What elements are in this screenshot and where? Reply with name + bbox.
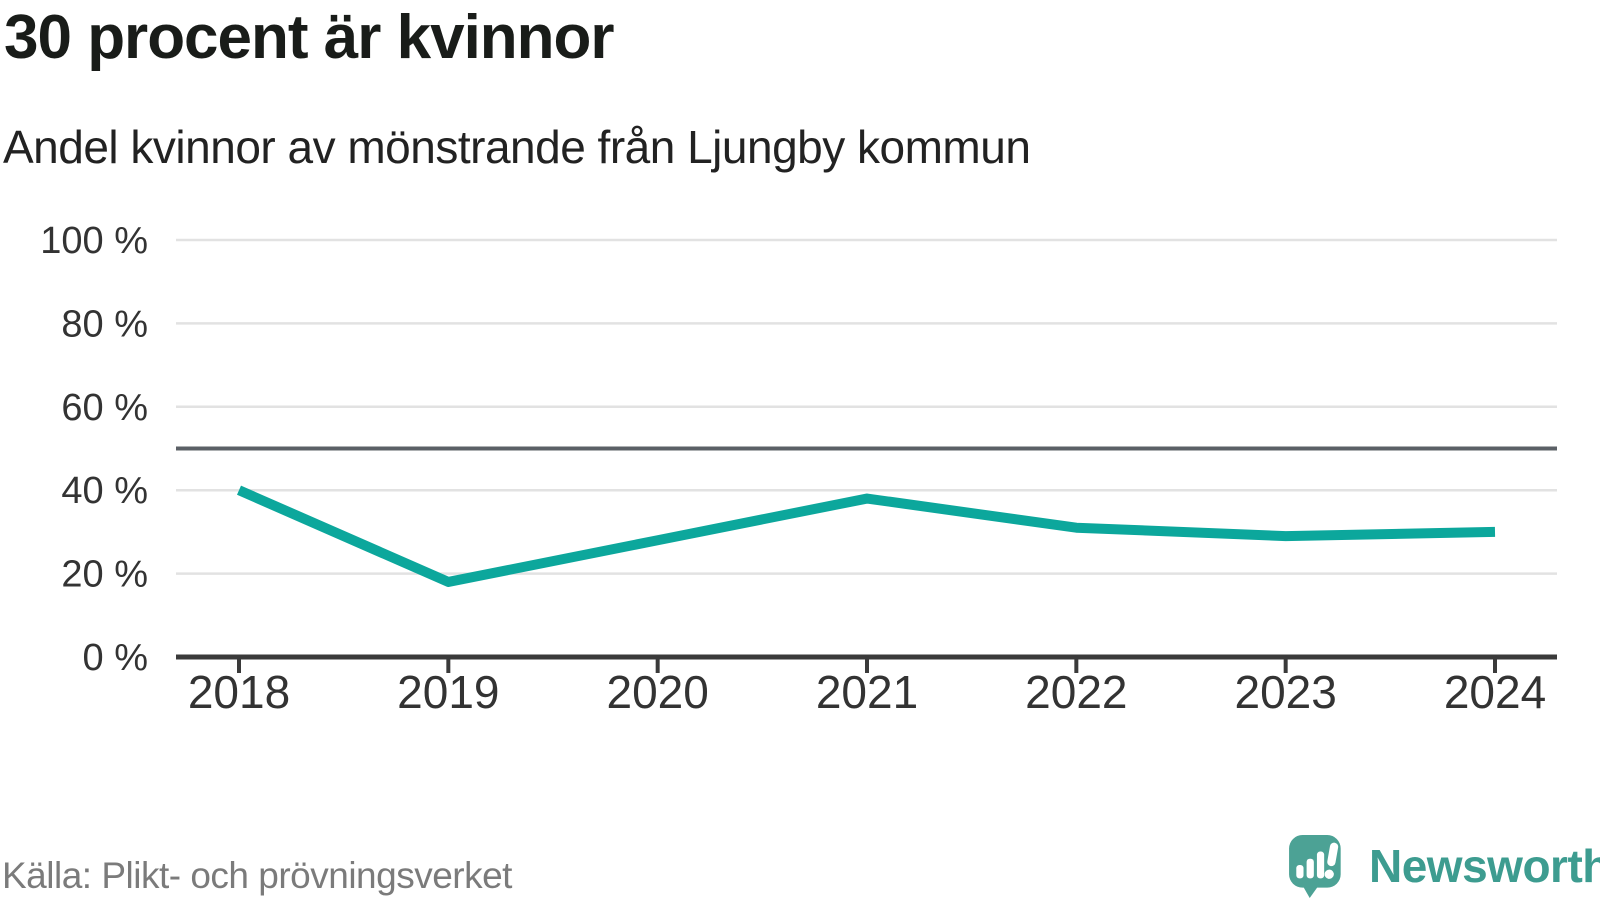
y-tick-label-100: 100 %: [40, 220, 148, 262]
data-line-Andel kvinnor av mönstrande: [236, 485, 1496, 587]
logo-exclamation: [1324, 842, 1339, 879]
logo-bars: [1296, 851, 1325, 879]
y-tick-label-60: 60 %: [61, 387, 148, 429]
y-tick-label-0: 0 %: [83, 637, 148, 679]
x-tick-label-2024: 2024: [1444, 666, 1546, 718]
x-tick-label-2020: 2020: [606, 666, 708, 718]
y-tick-label-40: 40 %: [61, 470, 148, 512]
x-tick-label-2018: 2018: [188, 666, 290, 718]
x-tick-label-2019: 2019: [397, 666, 499, 718]
y-tick-label-20: 20 %: [61, 554, 148, 596]
brand-logo: Newsworthy: [1288, 834, 1600, 898]
newsworthy-logo-icon: [1289, 835, 1341, 898]
source-note: Källa: Plikt- och prövningsverket: [2, 855, 512, 896]
brand-name: Newsworthy: [1369, 840, 1600, 892]
x-tick-label-2023: 2023: [1234, 666, 1336, 718]
page-title: 30 procent är kvinnor: [4, 3, 615, 72]
y-tick-label-80: 80 %: [61, 303, 148, 345]
x-tick-label-2022: 2022: [1025, 666, 1127, 718]
chart-subtitle: Andel kvinnor av mönstrande från Ljungby…: [3, 121, 1031, 173]
x-tick-label-2021: 2021: [816, 666, 918, 718]
